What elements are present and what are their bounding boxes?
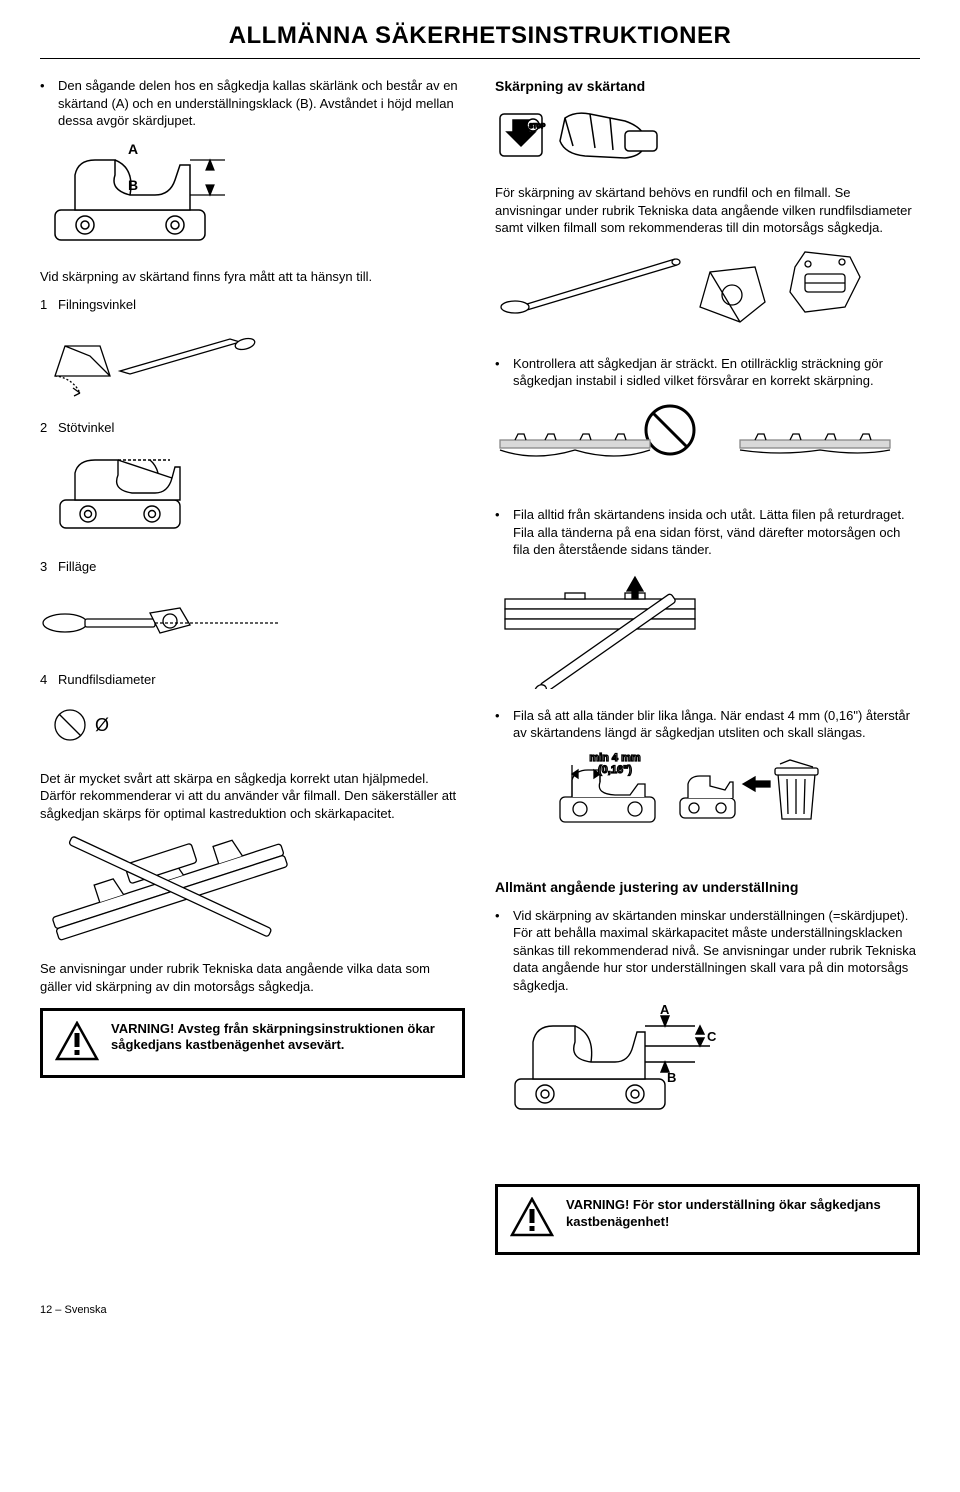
see-tech-data-text: Se anvisningar under rubrik Tekniska dat… <box>40 960 465 995</box>
equal-length-bullet: • Fila så att alla tänder blir lika lång… <box>495 707 920 742</box>
sharpen-icons: STOP <box>495 106 920 166</box>
file-and-gauge-parts <box>495 247 920 337</box>
diameter-symbol: Ø <box>95 715 109 735</box>
label-a2: A <box>660 1004 670 1017</box>
label-b2: B <box>667 1070 676 1085</box>
file-diameter-diagram: Ø <box>40 697 465 752</box>
measure-2: 2 Stötvinkel <box>40 419 465 437</box>
depth-gauge-bullet: • Vid skärpning av skärtanden minskar un… <box>495 907 920 995</box>
sharpen-subhead: Skärpning av skärtand <box>495 77 920 96</box>
warning-box-1: VARNING! Avsteg från skärpningsinstrukti… <box>40 1008 465 1079</box>
measure-3: 3 Filläge <box>40 558 465 576</box>
file-gauge-diagram <box>40 832 465 942</box>
page-title: ALLMÄNNA SÄKERHETSINSTRUKTIONER <box>40 20 920 52</box>
depth-gauge-subhead: Allmänt angående justering av underställ… <box>495 878 920 897</box>
intro-text: Den sågande delen hos en sågkedja kallas… <box>58 77 465 130</box>
label-b: B <box>128 177 138 193</box>
measure-4-label: Rundfilsdiameter <box>58 671 156 689</box>
bullet-dot: • <box>495 907 513 925</box>
hard-to-sharpen-text: Det är mycket svårt att skärpa en sågked… <box>40 770 465 823</box>
check-tension-bullet: • Kontrollera att sågkedjan är sträckt. … <box>495 355 920 390</box>
warning-2-text: VARNING! För stor underställning ökar så… <box>566 1197 905 1231</box>
measure-1-num: 1 <box>40 296 58 314</box>
measure-4: 4 Rundfilsdiameter <box>40 671 465 689</box>
page-number: 12 <box>40 1304 52 1316</box>
measure-2-num: 2 <box>40 419 58 437</box>
warning-1-text: VARNING! Avsteg från skärpningsinstrukti… <box>111 1021 450 1055</box>
measure-3-label: Filläge <box>58 558 96 576</box>
worn-chain-diagram: min 4 mm (0,16") <box>495 752 920 842</box>
svg-text:STOP: STOP <box>529 124 545 130</box>
need-file-text: För skärpning av skärtand behövs en rund… <box>495 184 920 237</box>
two-column-layout: • Den sågande delen hos en sågkedja kall… <box>40 77 920 1273</box>
file-inside-out-text: Fila alltid från skärtandens insida och … <box>513 506 920 559</box>
side-angle-diagram <box>40 445 465 540</box>
bullet-dot: • <box>495 355 513 373</box>
measure-1: 1 Filningsvinkel <box>40 296 465 314</box>
measure-1-label: Filningsvinkel <box>58 296 136 314</box>
label-c: C <box>707 1029 717 1044</box>
min-4mm-label-b: (0,16") <box>598 764 632 776</box>
chain-tension-diagram <box>495 400 920 470</box>
chain-link-ab-diagram: A B <box>40 140 465 250</box>
check-tension-text: Kontrollera att sågkedjan är sträckt. En… <box>513 355 920 390</box>
bullet-dot: • <box>40 77 58 95</box>
left-column: • Den sågande delen hos en sågkedja kall… <box>40 77 465 1273</box>
measure-2-label: Stötvinkel <box>58 419 114 437</box>
warning-icon <box>510 1197 554 1242</box>
file-position-diagram <box>40 583 465 653</box>
filing-angle-diagram <box>40 321 465 401</box>
page-footer: 12 – Svenska <box>40 1303 920 1318</box>
file-direction-diagram <box>495 569 920 689</box>
four-measures-text: Vid skärpning av skärtand finns fyra måt… <box>40 268 465 286</box>
bullet-dot: • <box>495 707 513 725</box>
min-4mm-label-a: min 4 mm <box>589 752 641 764</box>
measure-4-num: 4 <box>40 671 58 689</box>
bullet-dot: • <box>495 506 513 524</box>
file-inside-out-bullet: • Fila alltid från skärtandens insida oc… <box>495 506 920 559</box>
intro-bullet: • Den sågande delen hos en sågkedja kall… <box>40 77 465 130</box>
warning-icon <box>55 1021 99 1066</box>
warning-box-2: VARNING! För stor underställning ökar så… <box>495 1184 920 1255</box>
title-rule <box>40 58 920 59</box>
depth-gauge-abc-diagram: A B C <box>495 1004 920 1124</box>
right-column: Skärpning av skärtand STOP För s <box>495 77 920 1273</box>
equal-length-text: Fila så att alla tänder blir lika långa.… <box>513 707 920 742</box>
measure-3-num: 3 <box>40 558 58 576</box>
footer-lang: – Svenska <box>52 1304 106 1316</box>
depth-gauge-text: Vid skärpning av skärtanden minskar unde… <box>513 907 920 995</box>
label-a: A <box>128 141 138 157</box>
